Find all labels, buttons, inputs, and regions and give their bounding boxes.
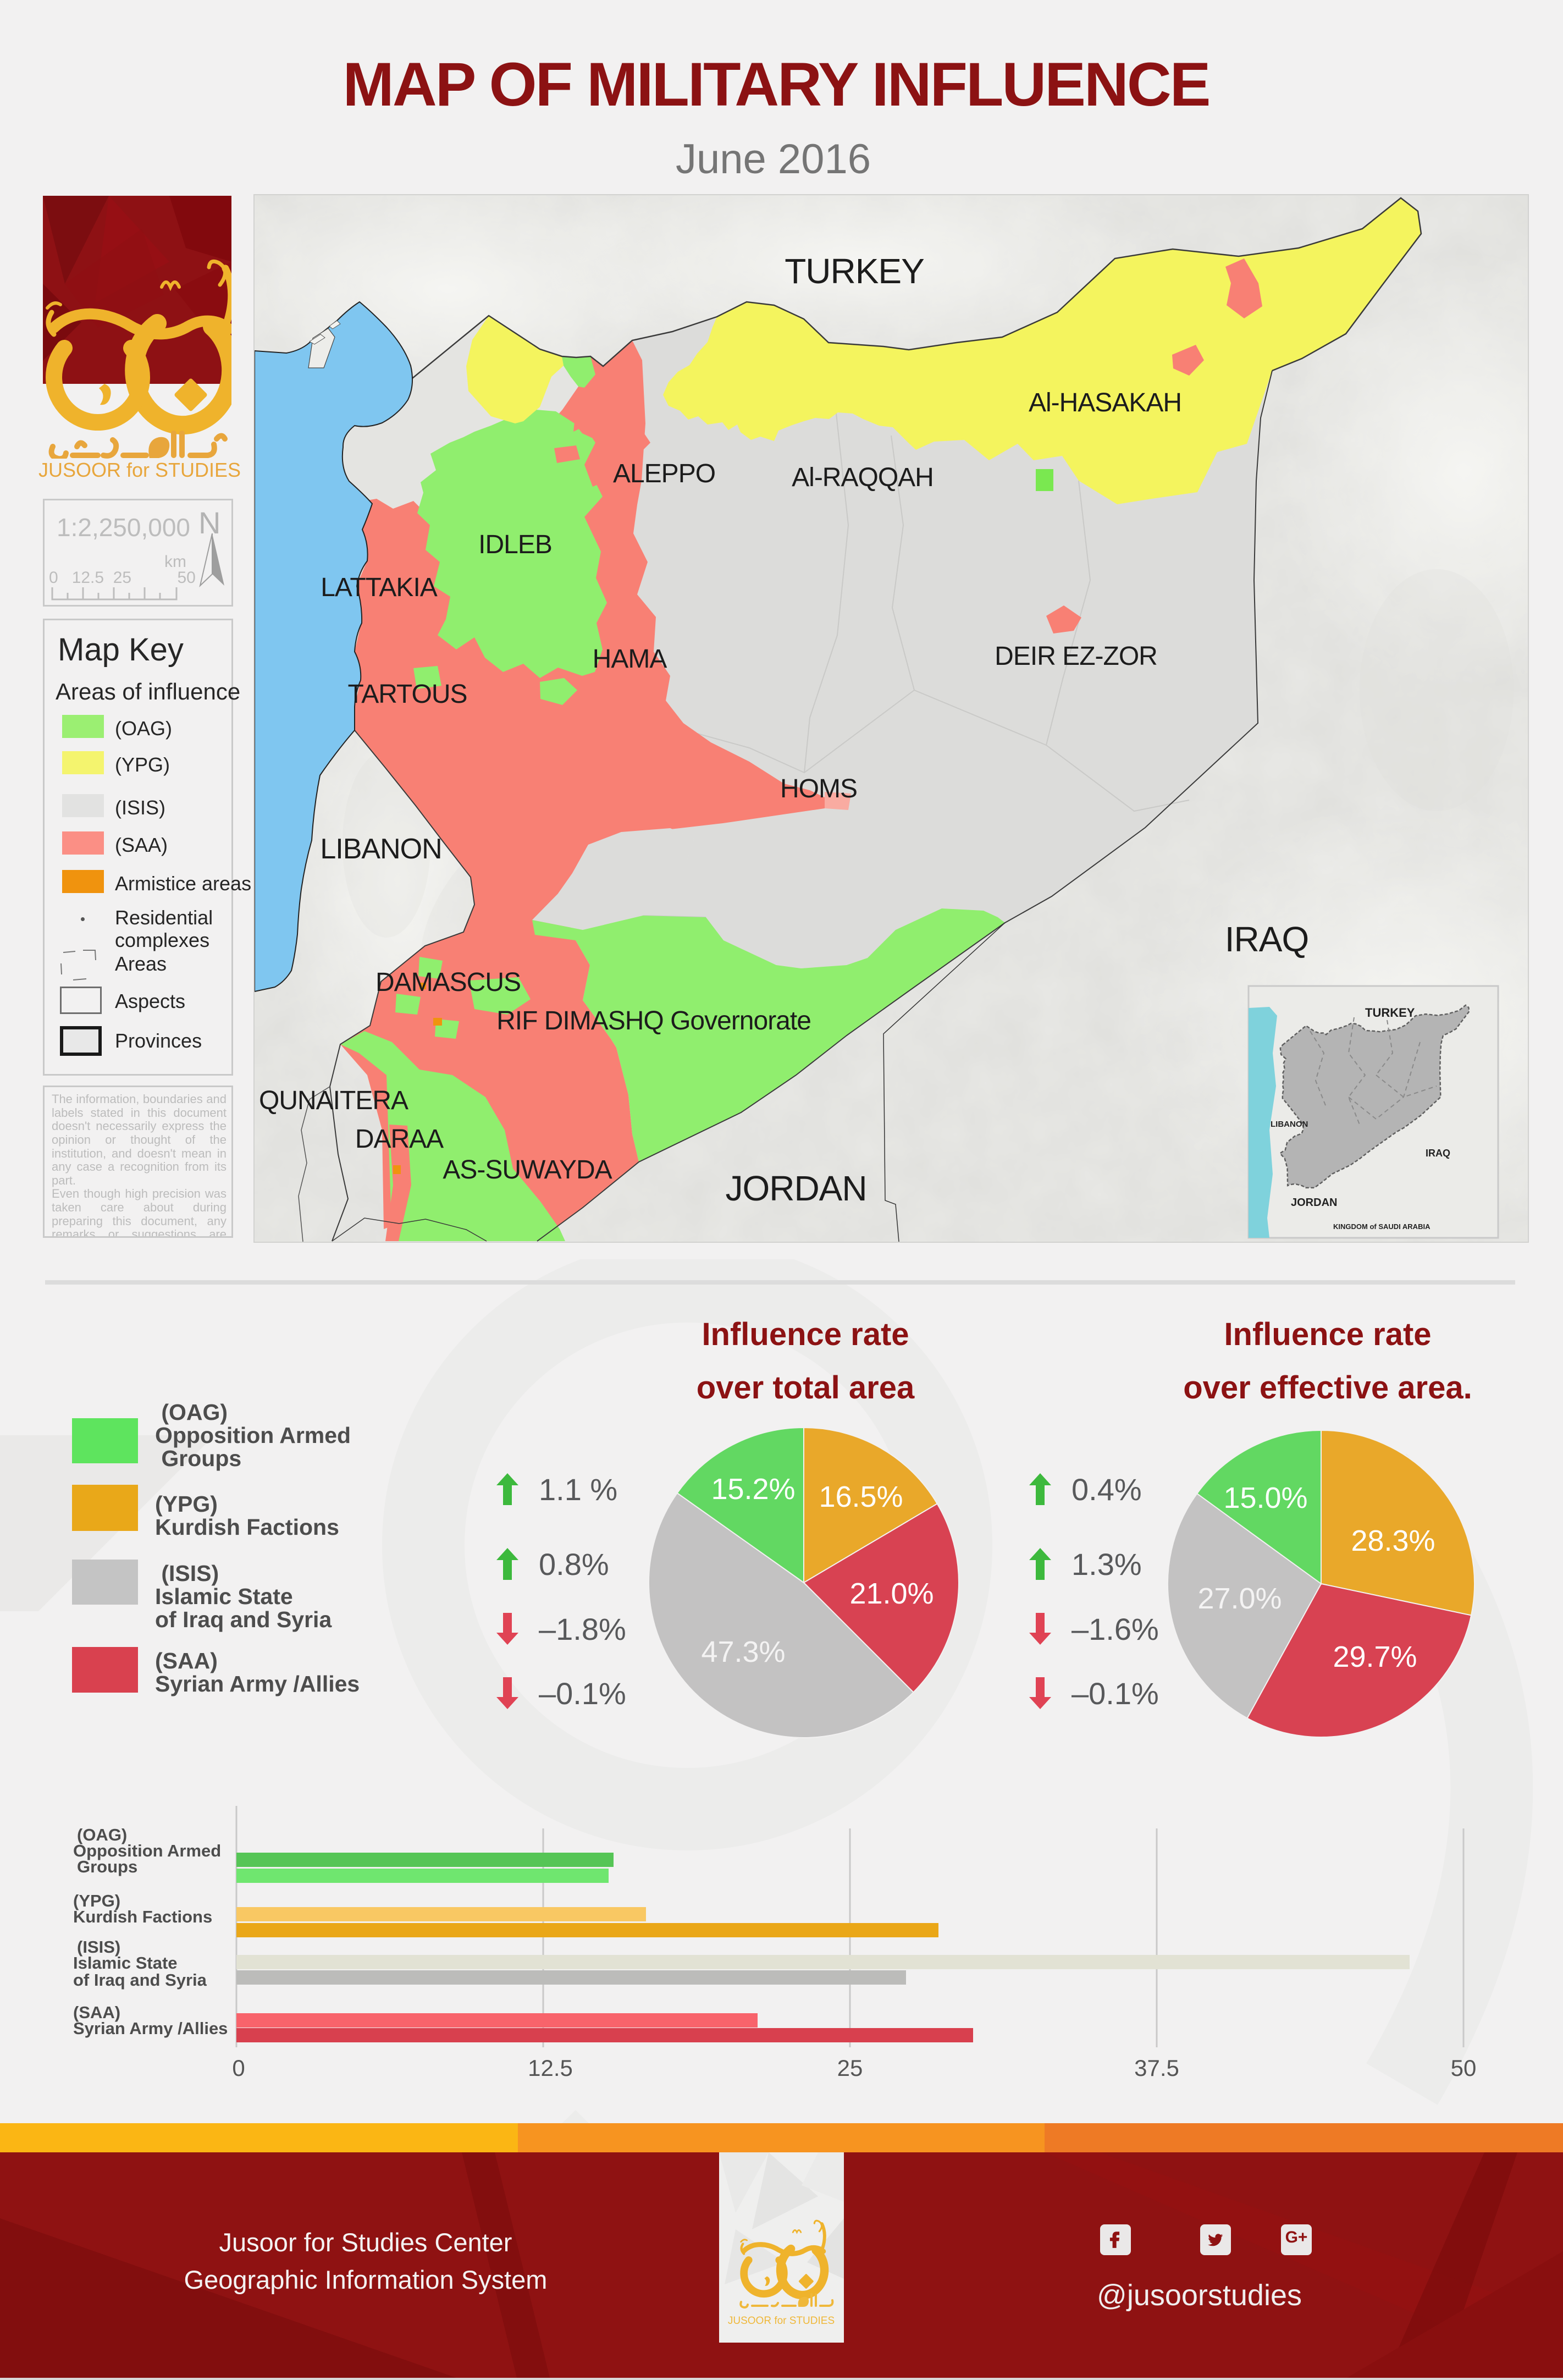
svg-text:0: 0	[232, 2055, 245, 2081]
svg-text:DARAA: DARAA	[355, 1125, 444, 1154]
svg-text:IRAQ: IRAQ	[1225, 919, 1308, 959]
svg-text:29.7%: 29.7%	[1333, 1640, 1417, 1673]
svg-text:TURKEY: TURKEY	[1365, 1006, 1415, 1020]
svg-text:Groups: Groups	[77, 1857, 137, 1876]
svg-text:QUNAITERA: QUNAITERA	[259, 1086, 408, 1115]
svg-text:LATTAKIA: LATTAKIA	[321, 573, 438, 602]
svg-text:of Iraq and Syria: of Iraq and Syria	[73, 1970, 207, 1990]
svg-text:Al-HASAKAH: Al-HASAKAH	[1029, 388, 1181, 417]
svg-text:LIBANON: LIBANON	[1271, 1120, 1308, 1129]
svg-text:37.5: 37.5	[1134, 2055, 1179, 2081]
svg-text:HOMS: HOMS	[780, 774, 857, 803]
svg-text:DEIR EZ-ZOR: DEIR EZ-ZOR	[995, 642, 1157, 671]
svg-text:Opposition Armed: Opposition Armed	[73, 1841, 221, 1860]
svg-text:27.0%: 27.0%	[1197, 1582, 1282, 1615]
svg-text:15.2%: 15.2%	[711, 1473, 795, 1506]
svg-text:28.3%: 28.3%	[1351, 1524, 1435, 1557]
svg-text:(SAA): (SAA)	[73, 2003, 120, 2022]
svg-text:25: 25	[837, 2055, 863, 2081]
svg-text:DAMASCUS: DAMASCUS	[375, 968, 521, 997]
svg-text:Islamic State: Islamic State	[73, 1953, 178, 1973]
svg-text:HAMA: HAMA	[593, 644, 667, 674]
svg-text:16.5%: 16.5%	[819, 1480, 903, 1513]
svg-text:15.0%: 15.0%	[1223, 1481, 1307, 1514]
svg-text:AS-SUWAYDA: AS-SUWAYDA	[443, 1155, 612, 1185]
svg-text:ALEPPO: ALEPPO	[613, 459, 715, 488]
svg-text:JORDAN: JORDAN	[725, 1169, 866, 1208]
svg-text:21.0%: 21.0%	[849, 1577, 934, 1610]
svg-text:IDLEB: IDLEB	[478, 530, 552, 559]
svg-text:JUSOOR for STUDIES: JUSOOR for STUDIES	[728, 2315, 835, 2327]
svg-text:TURKEY: TURKEY	[785, 251, 924, 291]
svg-text:TARTOUS: TARTOUS	[347, 680, 467, 709]
svg-text:(OAG): (OAG)	[77, 1825, 127, 1844]
svg-text:JORDAN: JORDAN	[1291, 1197, 1337, 1209]
svg-text:(YPG): (YPG)	[73, 1891, 120, 1910]
svg-text:IRAQ: IRAQ	[1426, 1148, 1450, 1159]
svg-text:50: 50	[1451, 2055, 1477, 2081]
svg-text:LIBANON: LIBANON	[320, 833, 441, 865]
svg-text:RIF DIMASHQ Governorate: RIF DIMASHQ Governorate	[496, 1006, 811, 1035]
svg-text:KINGDOM of SAUDI ARABIA: KINGDOM of SAUDI ARABIA	[1333, 1222, 1431, 1231]
svg-text:47.3%: 47.3%	[701, 1635, 785, 1668]
svg-text:(ISIS): (ISIS)	[77, 1937, 120, 1957]
svg-text:Al-RAQQAH: Al-RAQQAH	[792, 463, 934, 492]
svg-text:Syrian Army /Allies: Syrian Army /Allies	[73, 2019, 228, 2038]
svg-text:Kurdish Factions: Kurdish Factions	[73, 1907, 212, 1926]
svg-text:12.5: 12.5	[528, 2055, 573, 2081]
